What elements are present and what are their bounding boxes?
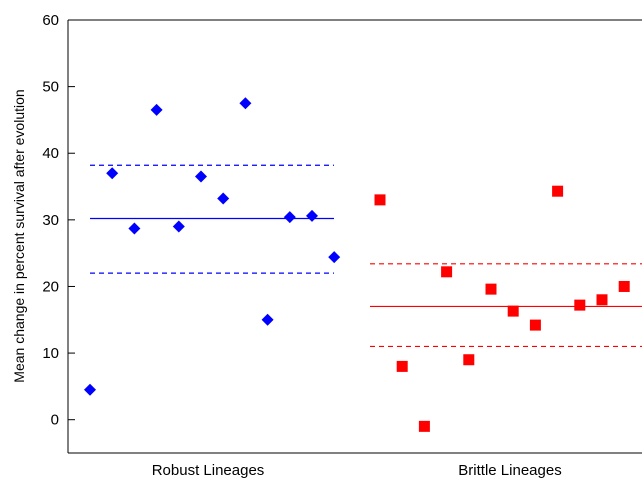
brittle-point bbox=[529, 319, 541, 331]
brittle-point bbox=[485, 283, 497, 295]
data-points bbox=[84, 97, 630, 432]
robust-point bbox=[172, 220, 185, 233]
category-labels: Robust Lineages Brittle Lineages bbox=[152, 462, 562, 479]
robust-point bbox=[150, 103, 163, 116]
y-tick-label: 40 bbox=[42, 145, 59, 162]
y-tick-label: 30 bbox=[42, 212, 59, 229]
brittle-point bbox=[463, 354, 475, 366]
robust-point bbox=[283, 211, 296, 224]
robust-point bbox=[261, 313, 274, 326]
y-tick-label: 10 bbox=[42, 345, 59, 362]
brittle-point bbox=[374, 194, 386, 206]
y-tick-label: 20 bbox=[42, 278, 59, 295]
axes bbox=[67, 19, 642, 454]
y-tick-label: 0 bbox=[51, 412, 59, 429]
brittle-point bbox=[574, 299, 586, 311]
y-ticks: 0 10 20 30 40 50 60 bbox=[42, 12, 75, 429]
brittle-point bbox=[507, 305, 519, 317]
robust-point bbox=[106, 167, 119, 180]
brittle-point bbox=[441, 266, 453, 278]
reference-lines bbox=[90, 164, 642, 348]
brittle-point bbox=[618, 280, 630, 292]
robust-point bbox=[239, 97, 252, 110]
robust-point bbox=[217, 192, 230, 205]
brittle-point bbox=[596, 294, 608, 306]
category-label: Robust Lineages bbox=[152, 462, 265, 479]
brittle-point bbox=[552, 185, 564, 197]
robust-point bbox=[306, 209, 318, 222]
robust-point bbox=[84, 383, 96, 396]
robust-point bbox=[195, 170, 207, 183]
y-tick-label: 60 bbox=[42, 12, 59, 29]
robust-point bbox=[328, 251, 341, 264]
robust-point bbox=[128, 222, 141, 235]
brittle-point bbox=[396, 360, 408, 372]
y-axis-title: Mean change in percent survival after ev… bbox=[11, 89, 27, 382]
category-label: Brittle Lineages bbox=[458, 462, 561, 479]
brittle-point bbox=[418, 420, 430, 432]
y-tick-label: 50 bbox=[42, 79, 59, 96]
